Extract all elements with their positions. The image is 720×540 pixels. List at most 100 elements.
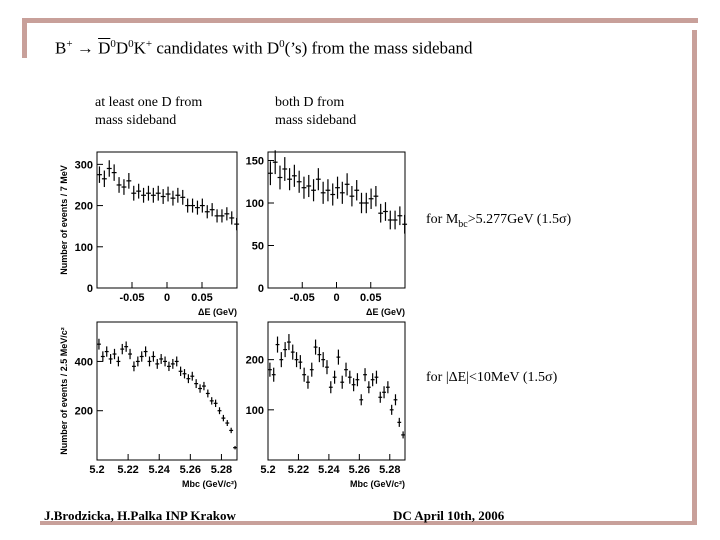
data-point — [132, 361, 136, 372]
data-point — [224, 207, 230, 221]
data-point — [229, 211, 235, 225]
data-point — [277, 165, 283, 190]
panel-de-right: -0.05 0 0.05 0 50 100 150 ΔE (GeV) — [246, 150, 408, 317]
data-point — [325, 179, 331, 202]
data-point — [221, 414, 226, 422]
data-point — [150, 187, 156, 203]
data-point — [234, 217, 240, 231]
x-tick-label: 5.26 — [180, 464, 201, 476]
data-point — [373, 186, 379, 207]
data-point — [135, 356, 140, 367]
data-point — [309, 362, 314, 377]
data-point — [195, 200, 200, 215]
y-tick-label: 400 — [75, 356, 93, 368]
x-tick-label: 5.28 — [211, 464, 232, 476]
data-point — [175, 187, 181, 203]
data-point — [359, 192, 364, 214]
x-tick-label: -0.05 — [119, 292, 144, 304]
data-point — [167, 361, 171, 372]
x-axis-label: Mbc (GeV/c²) — [182, 479, 237, 489]
x-tick-label: 5.26 — [349, 464, 370, 476]
data-point — [108, 354, 113, 364]
panel-mbc-right: 5.2 5.22 5.24 5.26 5.28 100 200 Mbc (GeV/c²) — [246, 321, 406, 489]
x-tick-label: 0.05 — [191, 292, 212, 304]
data-point — [383, 202, 388, 221]
data-point — [355, 373, 360, 387]
data-point — [387, 210, 393, 230]
x-tick-label: 5.22 — [117, 464, 138, 476]
data-point — [111, 164, 117, 181]
data-point — [209, 203, 215, 217]
footer-conference: DC April 10th, 2006 — [393, 508, 505, 523]
data-point — [306, 375, 310, 389]
data-point — [143, 346, 148, 357]
data-point — [336, 349, 341, 365]
data-point — [389, 404, 394, 415]
data-point — [298, 355, 303, 370]
right-decor-line — [692, 30, 697, 525]
data-point — [214, 209, 220, 223]
data-point — [366, 381, 371, 394]
x-tick-label: -0.05 — [290, 292, 315, 304]
data-point — [291, 164, 297, 187]
data-point — [128, 348, 132, 360]
data-point — [378, 203, 384, 223]
y-tick-label: 150 — [246, 156, 264, 168]
data-point — [328, 381, 333, 394]
y-tick-label: 50 — [252, 241, 264, 253]
data-point — [209, 397, 214, 405]
data-point — [344, 362, 348, 377]
left-column-note: at least one D from mass sideband — [95, 95, 203, 128]
data-point — [116, 177, 122, 193]
data-point — [321, 352, 326, 368]
x-tick-label: 0 — [333, 292, 339, 304]
y-tick-label: 100 — [246, 198, 264, 210]
data-point — [147, 356, 152, 367]
y-tick-label: 0 — [258, 283, 264, 295]
data-point — [106, 160, 112, 177]
plot-frame — [267, 321, 406, 461]
data-point — [205, 389, 210, 398]
bottom-decor-line — [40, 521, 697, 525]
data-point — [268, 362, 272, 377]
data-point — [294, 352, 299, 368]
data-point — [213, 399, 218, 408]
data-point — [296, 170, 302, 193]
y-tick-label: 200 — [246, 355, 264, 367]
data-point — [202, 381, 206, 391]
data-point — [190, 198, 195, 213]
plot-frame — [267, 151, 406, 289]
data-point — [325, 360, 329, 375]
data-point — [330, 183, 336, 206]
data-point — [112, 348, 117, 360]
x-tick-label: 5.24 — [318, 464, 340, 476]
data-point — [159, 354, 164, 364]
data-point — [344, 173, 350, 196]
y-axis-label: Number of events / 7 MeV — [59, 165, 69, 275]
data-point — [340, 375, 345, 389]
data-point — [194, 379, 199, 389]
x-tick-label: 0.05 — [360, 292, 381, 304]
x-tick-label: 5.2 — [260, 464, 275, 476]
data-point — [332, 370, 337, 384]
data-point — [349, 186, 355, 207]
x-axis-label: Mbc (GeV/c²) — [350, 479, 405, 489]
data-point — [335, 176, 340, 199]
panel-de-left: -0.05 0 0.05 0 100 200 300 ΔE (GeV) Number of ev… — [59, 151, 240, 317]
x-tick-label: 5.28 — [379, 464, 400, 476]
data-point — [120, 343, 125, 355]
data-point — [279, 352, 284, 368]
data-point — [121, 179, 127, 195]
data-point — [163, 356, 167, 367]
data-point — [392, 210, 398, 230]
data-point — [287, 168, 292, 191]
y-tick-label: 200 — [75, 406, 93, 418]
data-point — [320, 181, 326, 204]
x-axis-label: ΔE (GeV) — [198, 307, 237, 317]
data-point — [219, 209, 225, 223]
plot-frame — [96, 321, 238, 461]
data-point — [290, 344, 295, 360]
data-point — [136, 183, 142, 199]
y-tick-label: 100 — [75, 242, 93, 254]
